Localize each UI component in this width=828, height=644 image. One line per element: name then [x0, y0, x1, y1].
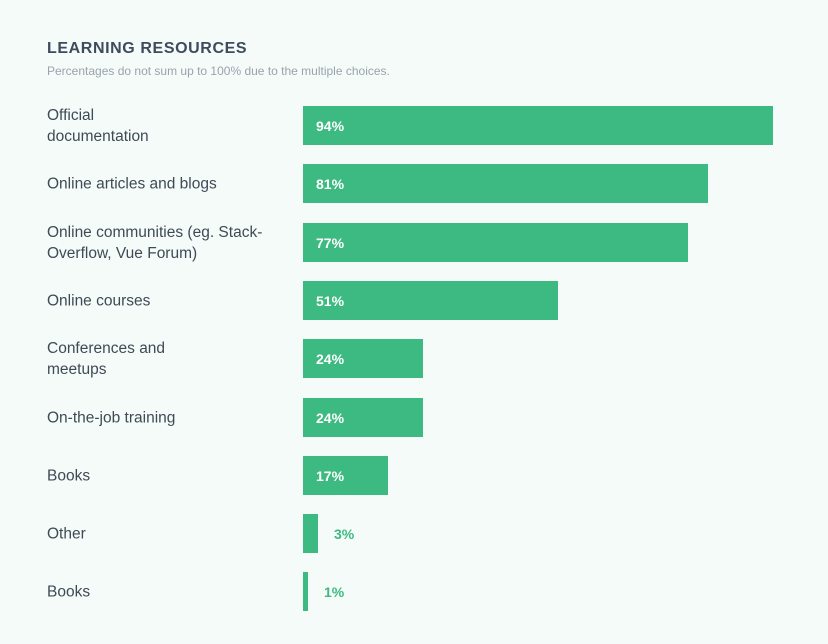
bar-row: Books 1% — [0, 572, 828, 612]
value-label: 77% — [316, 234, 345, 251]
bar — [303, 455, 388, 495]
bar-row: Conferences and meetups 24% — [0, 339, 828, 379]
bar-row: Online articles and blogs 81% — [0, 164, 828, 204]
value-label: 24% — [316, 351, 345, 368]
bar-row: Books 17% — [0, 455, 828, 496]
category-label: Official documentation — [47, 107, 149, 145]
value-label: 17% — [316, 467, 345, 484]
chart-subtitle: Percentages do not sum up to 100% due to… — [47, 64, 390, 78]
value-label: 3% — [334, 526, 355, 543]
bar-row: Online courses 51% — [0, 280, 828, 321]
value-label: 81% — [316, 176, 345, 193]
bar — [303, 339, 423, 379]
bar — [303, 572, 308, 612]
category-label: On-the-job training — [47, 409, 176, 426]
category-label: Other — [47, 525, 86, 543]
category-label: Online communities (eg. Stack- Overflow, … — [47, 223, 263, 262]
value-label: 24% — [316, 409, 345, 426]
bar — [303, 222, 688, 262]
value-label: 51% — [316, 292, 345, 309]
category-label: Books — [47, 467, 91, 485]
category-label: Online courses — [47, 292, 151, 310]
bar-row: Other 3% — [0, 514, 828, 554]
chart-title: LEARNING RESOURCES — [47, 40, 248, 57]
value-label: 1% — [324, 584, 345, 601]
bar-row: On-the-job training 24% — [0, 397, 828, 438]
bar — [303, 397, 423, 437]
bar — [303, 514, 318, 554]
category-label: Conferences and meetups — [47, 340, 166, 379]
value-label: 94% — [316, 118, 345, 134]
category-label: Books — [47, 583, 91, 601]
category-label: Online articles and blogs — [47, 175, 217, 193]
bar-row: Online communities (eg. Stack- Overflow, … — [0, 222, 828, 263]
bar — [303, 106, 773, 145]
bar — [303, 280, 558, 320]
bar — [303, 164, 708, 204]
bar-row: Official documentation 94% — [0, 106, 828, 146]
